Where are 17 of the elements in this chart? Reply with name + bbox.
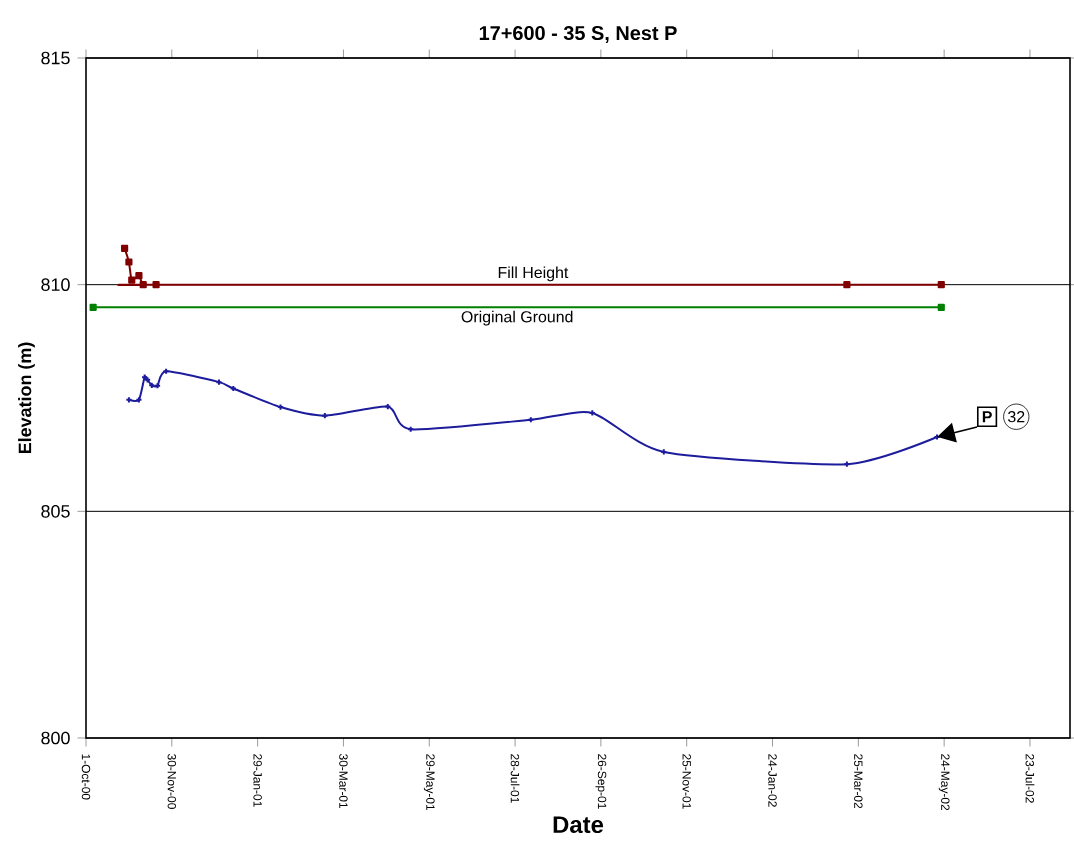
point: [937, 281, 945, 289]
y-tick-label: 805: [41, 504, 70, 518]
point: [139, 281, 147, 289]
chart-title: 17+600 - 35 S, Nest P: [479, 25, 677, 43]
y-tick-label: 800: [41, 731, 70, 745]
point: [121, 244, 129, 252]
y-axis-title: Elevation (m): [18, 342, 35, 454]
point: [89, 303, 97, 311]
y-tick-label: 815: [41, 51, 70, 65]
point: [152, 281, 160, 289]
x-axis-title: Date: [553, 816, 604, 834]
point: [128, 276, 136, 284]
point: [135, 272, 143, 280]
point: [843, 281, 851, 289]
point: [937, 303, 945, 311]
y-tick-label: 810: [41, 278, 70, 292]
point: [125, 258, 133, 266]
